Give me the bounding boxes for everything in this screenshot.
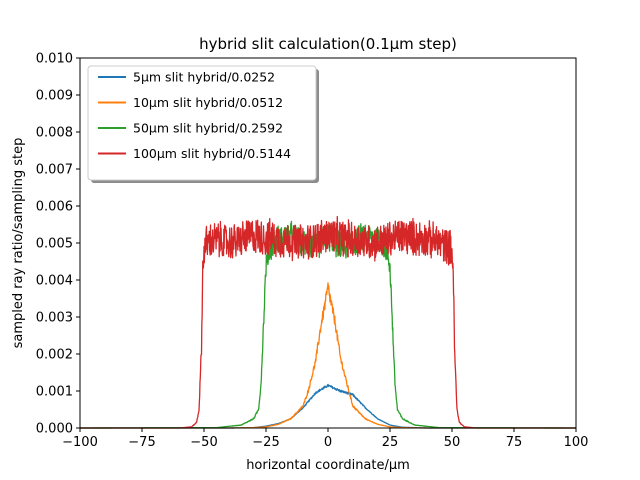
- x-axis-label: horizontal coordinate/μm: [246, 458, 410, 473]
- legend: 5μm slit hybrid/0.0252 10μm slit hybrid/0…: [87, 65, 319, 183]
- x-tick-label: −25: [252, 435, 279, 450]
- legend-label: 5μm slit hybrid/0.0252: [133, 70, 275, 85]
- x-axis: −100 −75 −50 −25 0 25 50 75 100: [62, 428, 588, 450]
- y-tick-label: 0.008: [36, 126, 73, 141]
- y-tick-label: 0.001: [36, 385, 73, 400]
- y-tick-label: 0.010: [36, 52, 73, 67]
- legend-label: 100μm slit hybrid/0.5144: [133, 146, 291, 161]
- legend-box: [87, 65, 317, 181]
- x-tick-label: −100: [62, 435, 98, 450]
- y-tick-label: 0.005: [36, 237, 73, 252]
- y-tick-label: 0.007: [36, 163, 73, 178]
- x-tick-label: 50: [444, 435, 461, 450]
- y-tick-label: 0.002: [36, 348, 73, 363]
- legend-label: 10μm slit hybrid/0.0512: [133, 95, 283, 110]
- y-axis: 0.000 0.001 0.002 0.003 0.004 0.005 0.006 0.007…: [36, 52, 80, 437]
- chart-title: hybrid slit calculation(0.1μm step): [199, 35, 457, 53]
- x-tick-label: 0: [324, 435, 332, 450]
- y-tick-label: 0.004: [36, 274, 73, 289]
- x-tick-label: −50: [190, 435, 217, 450]
- x-tick-label: 75: [506, 435, 523, 450]
- x-tick-label: 25: [382, 435, 399, 450]
- x-tick-label: 100: [564, 435, 589, 450]
- y-tick-label: 0.003: [36, 311, 73, 326]
- y-tick-label: 0.009: [36, 89, 73, 104]
- y-tick-label: 0.006: [36, 200, 73, 215]
- x-tick-label: −75: [128, 435, 155, 450]
- legend-label: 50μm slit hybrid/0.2592: [133, 121, 283, 136]
- y-tick-label: 0.000: [36, 422, 73, 437]
- y-axis-label: sampled ray ratio/sampling step: [11, 138, 26, 349]
